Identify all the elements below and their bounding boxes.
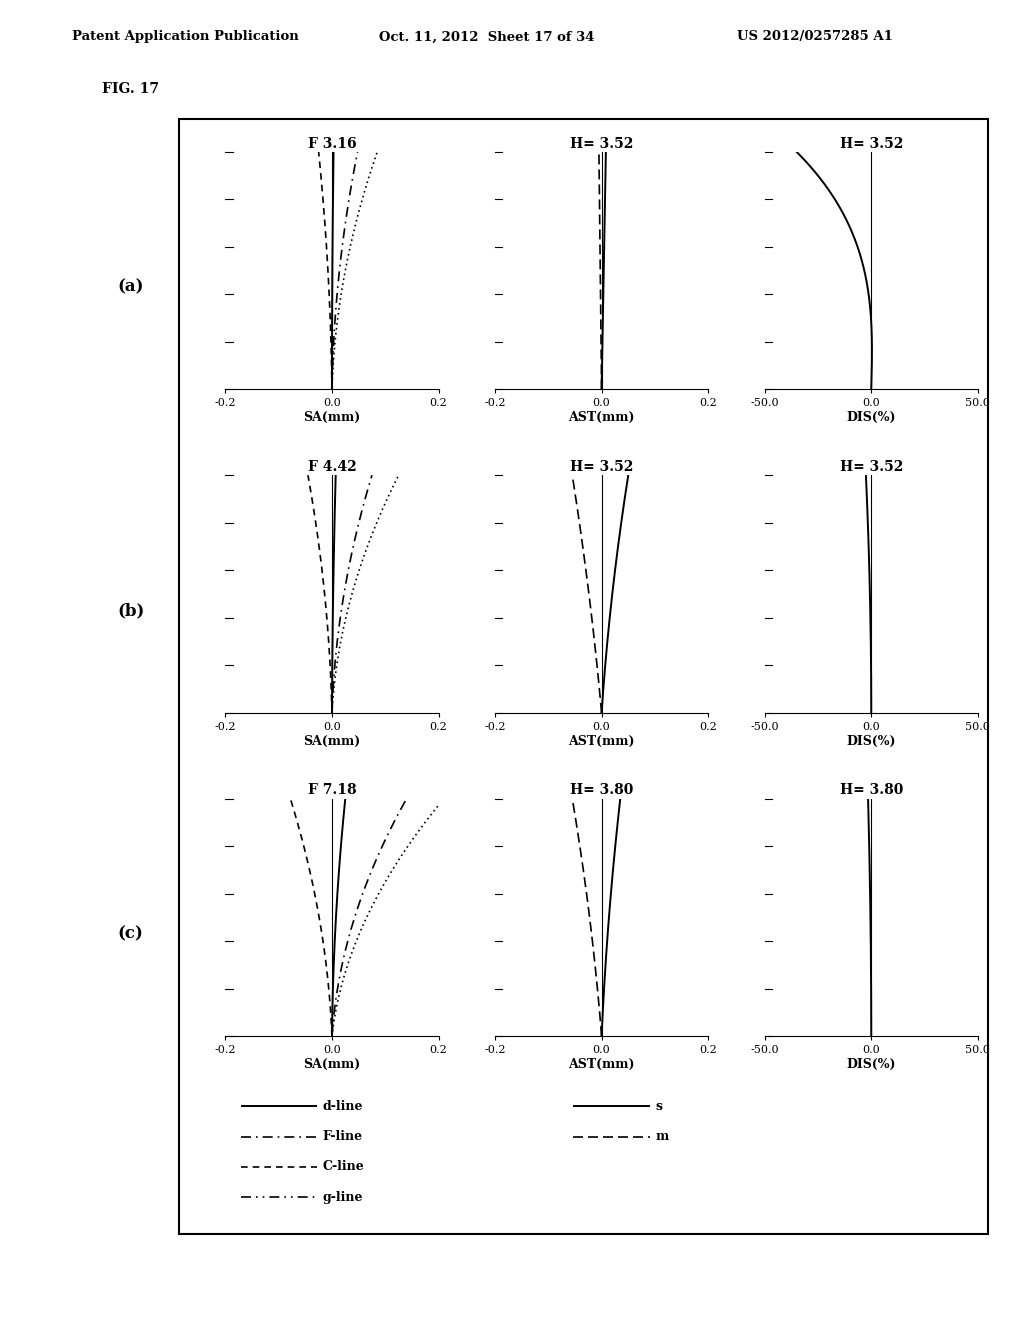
Text: (b): (b)	[118, 602, 145, 619]
X-axis label: SA(mm): SA(mm)	[303, 1059, 360, 1071]
X-axis label: AST(mm): AST(mm)	[568, 412, 635, 424]
Text: FIG. 17: FIG. 17	[102, 82, 160, 96]
Text: Oct. 11, 2012  Sheet 17 of 34: Oct. 11, 2012 Sheet 17 of 34	[379, 30, 594, 44]
Title: F 7.18: F 7.18	[307, 784, 356, 797]
Title: H= 3.52: H= 3.52	[570, 461, 633, 474]
Title: F 3.16: F 3.16	[307, 137, 356, 150]
Title: H= 3.80: H= 3.80	[570, 784, 633, 797]
Title: H= 3.52: H= 3.52	[570, 137, 633, 150]
X-axis label: SA(mm): SA(mm)	[303, 412, 360, 424]
Text: Patent Application Publication: Patent Application Publication	[72, 30, 298, 44]
Text: F-line: F-line	[323, 1130, 362, 1143]
Text: US 2012/0257285 A1: US 2012/0257285 A1	[737, 30, 893, 44]
Text: (c): (c)	[118, 925, 143, 942]
Text: g-line: g-line	[323, 1191, 364, 1204]
Title: F 4.42: F 4.42	[307, 461, 356, 474]
X-axis label: AST(mm): AST(mm)	[568, 1059, 635, 1071]
Title: H= 3.52: H= 3.52	[840, 461, 903, 474]
Text: d-line: d-line	[323, 1100, 364, 1113]
X-axis label: DIS(%): DIS(%)	[847, 1059, 896, 1071]
X-axis label: DIS(%): DIS(%)	[847, 412, 896, 424]
Text: (a): (a)	[118, 279, 144, 296]
X-axis label: AST(mm): AST(mm)	[568, 735, 635, 747]
Text: m: m	[655, 1130, 669, 1143]
X-axis label: DIS(%): DIS(%)	[847, 735, 896, 747]
Title: H= 3.52: H= 3.52	[840, 137, 903, 150]
Text: C-line: C-line	[323, 1160, 365, 1173]
Text: s: s	[655, 1100, 663, 1113]
X-axis label: SA(mm): SA(mm)	[303, 735, 360, 747]
Title: H= 3.80: H= 3.80	[840, 784, 903, 797]
